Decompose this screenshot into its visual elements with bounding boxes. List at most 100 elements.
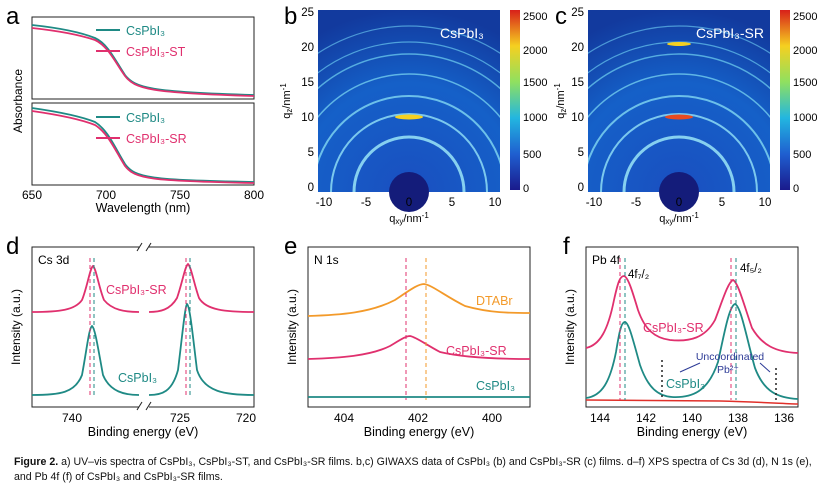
panel-c-xtick-5: 5 bbox=[719, 197, 725, 209]
panel-c-cbar-500: 500 bbox=[793, 149, 811, 161]
panel-c-map bbox=[588, 10, 770, 192]
panel-f-xtick-138: 138 bbox=[728, 411, 748, 425]
panel-f-annotation-line1: Uncoordinated bbox=[696, 351, 764, 363]
panel-b-ytick-10: 10 bbox=[301, 112, 314, 124]
panel-b-beamstop bbox=[389, 172, 429, 212]
panel-d-axis-break-mask bbox=[139, 403, 149, 411]
panel-f-xtick-142: 142 bbox=[636, 411, 656, 425]
panel-a-bottom-curve-sr bbox=[31, 110, 255, 184]
panel-c-xtick-10: 10 bbox=[759, 197, 772, 209]
panel-c-cbar-0: 0 bbox=[793, 183, 799, 195]
panel-c-ytick-25: 25 bbox=[571, 7, 584, 19]
panel-b-cbar-0: 0 bbox=[523, 183, 529, 195]
panel-e: e N 1s DTABr CsPbI₃-SR CsPbI₃ 404 402 40… bbox=[284, 233, 531, 439]
panel-b-cbar-2000: 2000 bbox=[523, 45, 547, 57]
panel-f-letter: f bbox=[563, 233, 570, 260]
panel-d-xtick-740: 740 bbox=[62, 411, 82, 425]
panel-f-label-sr: CsPbI₃-SR bbox=[643, 321, 704, 335]
panel-a-xtick-700: 700 bbox=[96, 188, 116, 202]
panel-e-curve-sr bbox=[307, 335, 531, 360]
panel-f-annotation-arrow-right bbox=[759, 362, 771, 373]
panel-a: a CsPbI₃ CsPbI₃-ST CsPbI₃ CsPbI₃-SR 650 … bbox=[6, 3, 264, 215]
panel-d-label-ref: CsPbI₃ bbox=[118, 371, 157, 385]
panel-a-frame-top bbox=[31, 16, 255, 100]
panel-e-xlabel: Binding energy (eV) bbox=[364, 425, 474, 439]
panel-b: b CsPbI₃ 2500 2000 1500 1000 500 0 25 20… bbox=[279, 3, 547, 226]
panel-d-ylabel: Intensity (a.u.) bbox=[9, 289, 23, 365]
panel-f-peak-72: 4f₇/₂ bbox=[628, 269, 649, 281]
panel-c-cbar-1500: 1500 bbox=[793, 77, 817, 89]
panel-f-annotation-arrow-left bbox=[679, 362, 701, 373]
panel-c-label: CsPbI₃-SR bbox=[696, 25, 764, 41]
panel-a-frame-bottom bbox=[31, 102, 255, 186]
panel-e-label-dtabr: DTABr bbox=[476, 294, 513, 308]
panel-d-xtick-725: 725 bbox=[170, 411, 190, 425]
panel-c-ytick-15: 15 bbox=[571, 77, 584, 89]
panel-a-xtick-750: 750 bbox=[170, 188, 190, 202]
panel-d-xlabel: Binding energy (eV) bbox=[88, 425, 198, 439]
panel-c-letter: c bbox=[555, 3, 567, 30]
panel-c-ytick-10: 10 bbox=[571, 112, 584, 124]
panel-f-curve-ref bbox=[585, 303, 799, 400]
panel-f: f Pb 4f 4f₇/₂ 4f₅/₂ CsPbI₃-SR CsPbI₃ Unc… bbox=[563, 233, 799, 439]
panel-d-label-sr: CsPbI₃-SR bbox=[106, 283, 167, 297]
panel-c-hotspot-top bbox=[667, 42, 691, 46]
panel-c-colorbar bbox=[780, 10, 790, 190]
panel-d-xtick-720: 720 bbox=[236, 411, 256, 425]
panel-e-xtick-402: 402 bbox=[408, 411, 428, 425]
panel-b-ytick-0: 0 bbox=[308, 182, 314, 194]
panel-c-cbar-2500: 2500 bbox=[793, 11, 817, 23]
panel-a-top-curve-ref bbox=[31, 24, 255, 96]
caption-label: Figure 2. bbox=[14, 456, 59, 468]
panel-b-colorbar bbox=[510, 10, 520, 190]
panel-a-legend-ref-top: CsPbI₃ bbox=[126, 24, 165, 38]
panel-c-ytick-5: 5 bbox=[578, 147, 584, 159]
panel-f-curve-uncoord bbox=[585, 399, 799, 405]
panel-a-legend-ref-bottom: CsPbI₃ bbox=[126, 111, 165, 125]
panel-f-xtick-144: 144 bbox=[590, 411, 610, 425]
panel-c-beamstop bbox=[659, 172, 699, 212]
panel-b-xtick-10: 10 bbox=[489, 197, 502, 209]
panel-c-ylabel: qz/nm-1 bbox=[553, 83, 568, 119]
panel-a-xtick-650: 650 bbox=[22, 188, 42, 202]
panel-f-xtick-140: 140 bbox=[682, 411, 702, 425]
panel-c-cbar-2000: 2000 bbox=[793, 45, 817, 57]
panel-c-xtick-0: 0 bbox=[676, 197, 682, 209]
panel-f-frame bbox=[585, 246, 799, 408]
panel-f-annotation-line2: Pb²⁺ bbox=[717, 364, 739, 376]
panel-b-cbar-1500: 1500 bbox=[523, 77, 547, 89]
panel-d-axis-break-top-left bbox=[136, 242, 143, 252]
panel-d-axis-break-right bbox=[145, 401, 152, 411]
panel-a-top-curve-st bbox=[31, 27, 255, 97]
panel-d-title: Cs 3d bbox=[38, 253, 69, 267]
panel-c-hotspot bbox=[665, 114, 693, 120]
panel-b-xtick-m5: -5 bbox=[361, 197, 371, 209]
panel-f-peak-52: 4f₅/₂ bbox=[740, 263, 762, 275]
panel-b-cbar-1000: 1000 bbox=[523, 112, 547, 124]
panel-b-map bbox=[318, 10, 500, 192]
panel-c: c CsPbI₃-SR 2500 2000 1500 10 0 0 500 0 25… bbox=[553, 3, 817, 226]
panel-a-bottom-curve-ref bbox=[31, 107, 255, 183]
panel-c-ytick-20: 20 bbox=[571, 42, 584, 54]
panel-b-ytick-20: 20 bbox=[301, 42, 314, 54]
panel-b-xtick-5: 5 bbox=[449, 197, 455, 209]
panel-b-letter: b bbox=[284, 3, 297, 30]
panel-d-axis-break-left bbox=[136, 401, 143, 411]
panel-d: d Cs 3d CsPbI₃-SR CsPbI₃ 740 725 720 Bin… bbox=[6, 233, 256, 439]
panel-d-letter: d bbox=[6, 233, 19, 260]
figure-canvas: a CsPbI₃ CsPbI₃-ST CsPbI₃ CsPbI₃-SR 650 … bbox=[6, 3, 817, 439]
panel-e-ylabel: Intensity (a.u.) bbox=[285, 289, 299, 365]
panel-b-ytick-15: 15 bbox=[301, 77, 314, 89]
panel-c-ytick-0: 0 bbox=[578, 182, 584, 194]
panel-b-label: CsPbI₃ bbox=[440, 25, 484, 41]
panel-a-letter: a bbox=[6, 3, 20, 30]
panel-d-axis-break-mask-top bbox=[139, 244, 149, 251]
panel-f-label-ref: CsPbI₃ bbox=[666, 377, 705, 391]
panel-b-ytick-5: 5 bbox=[308, 147, 314, 159]
panel-c-xtick-m5: -5 bbox=[631, 197, 641, 209]
panel-a-xlabel: Wavelength (nm) bbox=[96, 201, 191, 215]
panel-c-xlabel: qxy/nm-1 bbox=[659, 211, 699, 226]
panel-f-title: Pb 4f bbox=[592, 253, 621, 267]
panel-b-xtick-0: 0 bbox=[406, 197, 412, 209]
panel-e-letter: e bbox=[284, 233, 297, 260]
